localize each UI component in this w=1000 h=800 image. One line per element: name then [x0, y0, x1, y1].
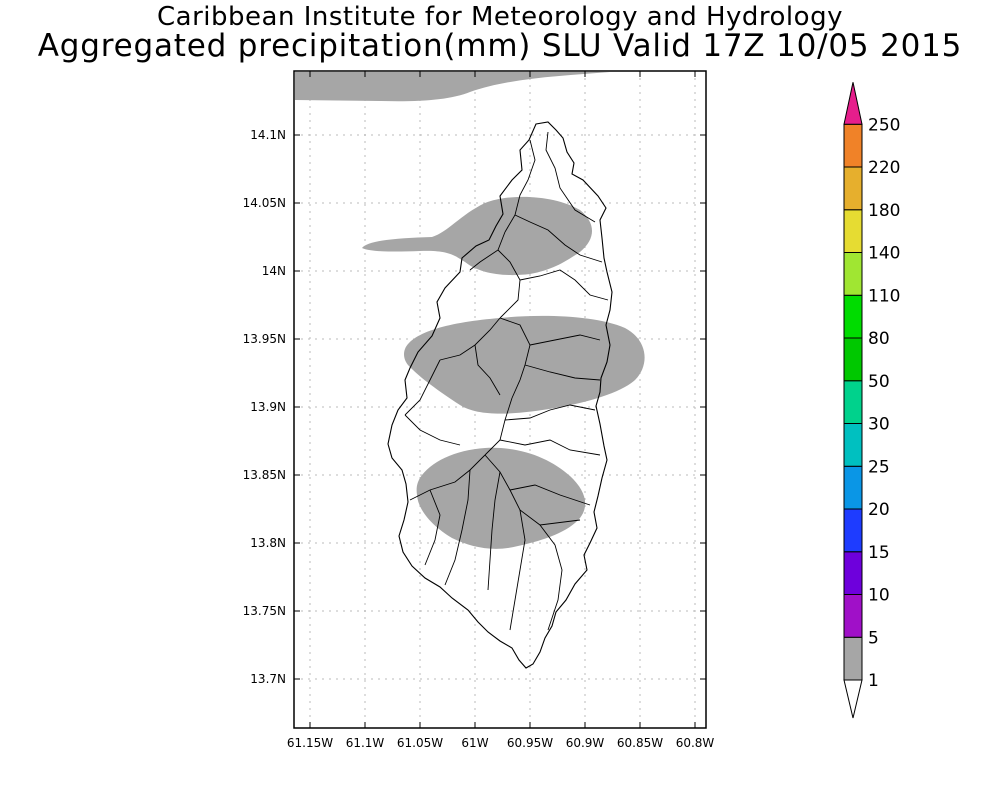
- precip-area-north-strip: [295, 72, 610, 102]
- colorbar-label: 5: [868, 628, 879, 648]
- colorbar-upper-triangle: [843, 82, 863, 125]
- colorbar-label: 80: [868, 329, 890, 349]
- title-line-1: Caribbean Institute for Meteorology and …: [157, 2, 843, 32]
- lon-tick-label: 61.05W: [397, 736, 443, 750]
- lon-tick-label: 60.9W: [566, 736, 605, 750]
- colorbar-lower-triangle: [843, 679, 863, 719]
- colorbar-label: 10: [868, 586, 890, 606]
- colorbar-segment: [843, 423, 863, 467]
- title-line-2: Aggregated precipitation(mm) SLU Valid 1…: [37, 28, 963, 64]
- precipitation-shading: [295, 72, 645, 549]
- map-frame: [293, 70, 707, 729]
- colorbar-label: 20: [868, 500, 890, 520]
- colorbar-label: 110: [868, 286, 900, 306]
- colorbar-segment: [843, 166, 863, 211]
- lat-tick-label: 13.7N: [250, 672, 286, 686]
- colorbar-segment: [843, 337, 863, 382]
- colorbar-segment: [843, 508, 863, 553]
- colorbar-segment: [843, 380, 863, 424]
- colorbar-segment: [843, 209, 863, 253]
- lon-tick-label: 61.1W: [346, 736, 385, 750]
- lat-tick-label: 13.95N: [243, 332, 286, 346]
- lon-tick-label: 60.85W: [617, 736, 663, 750]
- lon-tick-label: 61W: [461, 736, 488, 750]
- lon-tick-label: 61.15W: [287, 736, 333, 750]
- lat-tick-label: 14N: [262, 264, 286, 278]
- colorbar-segment: [843, 465, 863, 510]
- lat-tick-label: 13.85N: [243, 468, 286, 482]
- precip-area-southern-band: [416, 447, 586, 549]
- island-outline: [387, 121, 613, 669]
- colorbar-segment: [843, 551, 863, 595]
- lat-tick-label: 13.9N: [250, 400, 286, 414]
- lat-tick-label: 14.1N: [250, 128, 286, 142]
- colorbar-segment: [843, 594, 863, 638]
- precip-area-central-band: [404, 315, 645, 414]
- precip-area-northern-band: [362, 196, 593, 276]
- lat-tick-label: 13.8N: [250, 536, 286, 550]
- lat-tick-label: 14.05N: [243, 196, 286, 210]
- lon-tick-label: 60.8W: [676, 736, 715, 750]
- colorbar-segment: [843, 636, 863, 681]
- lon-tick-label: 60.95W: [507, 736, 553, 750]
- colorbar-label: 250: [868, 115, 900, 135]
- colorbar-label: 25: [868, 457, 890, 477]
- colorbar-segment: [843, 123, 863, 168]
- colorbar-label: 140: [868, 244, 900, 264]
- watershed-boundaries: [404, 131, 609, 631]
- colorbar-label: 50: [868, 372, 890, 392]
- longitude-ticks: 61.15W 61.1W 61.05W 61W 60.95W 60.9W 60.85W 60.…: [287, 71, 715, 750]
- colorbar-label: 15: [868, 543, 890, 563]
- colorbar-label: 1: [868, 671, 879, 691]
- latitude-ticks: 14.1N 14.05N 14N 13.95N 13.9N 13.85N 13.8N 13.7…: [243, 128, 706, 686]
- colorbar-label: 180: [868, 201, 900, 221]
- colorbar-label: 30: [868, 415, 890, 435]
- lat-tick-label: 13.75N: [243, 604, 286, 618]
- colorbar-segment: [843, 252, 863, 296]
- colorbar-segment: [843, 294, 863, 339]
- colorbar-label: 220: [868, 158, 900, 178]
